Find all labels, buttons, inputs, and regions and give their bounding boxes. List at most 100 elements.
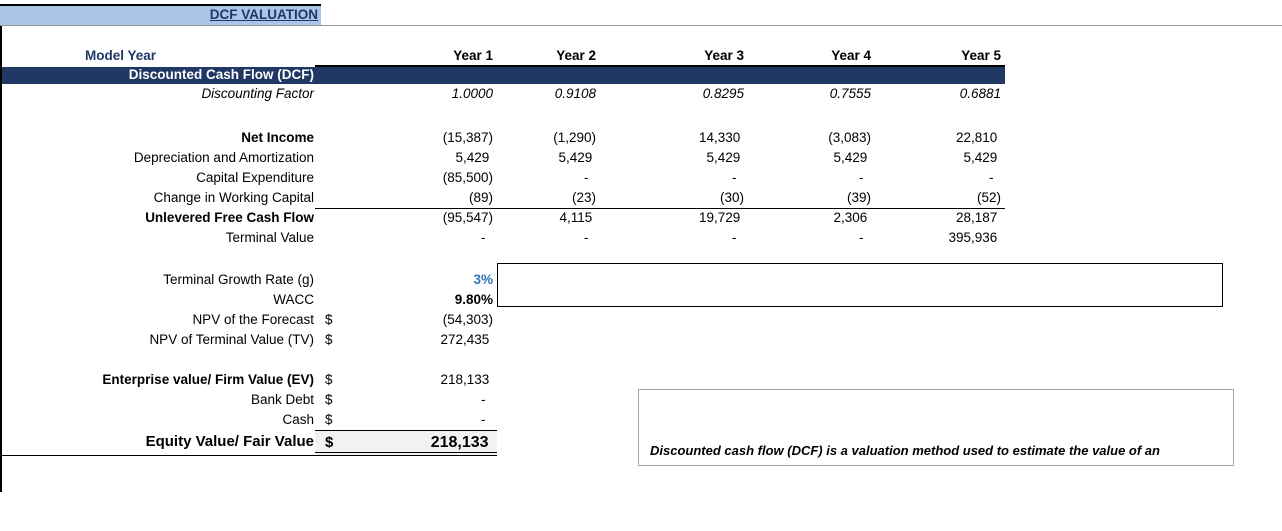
- dollar-column-header[interactable]: [315, 48, 349, 67]
- dollar-sign-cell[interactable]: [315, 84, 349, 104]
- value-cell-y2[interactable]: (23): [571, 190, 596, 205]
- row-label-cell[interactable]: Bank Debt: [250, 392, 314, 407]
- value-cell-y1[interactable]: (54,303): [442, 312, 493, 327]
- value-cell-y4[interactable]: -: [859, 170, 871, 185]
- row-label-cell[interactable]: Equity Value/ Fair Value: [2, 430, 315, 456]
- value-cell-y5[interactable]: (52): [976, 190, 1001, 205]
- row-label-cell[interactable]: Terminal Growth Rate (g): [163, 272, 314, 287]
- dollar-sign-cell[interactable]: $: [325, 372, 333, 387]
- value-cell-y4[interactable]: -: [859, 230, 871, 245]
- value-cell-y3[interactable]: 5,429: [706, 150, 744, 165]
- value-cell-y1[interactable]: 9.80%: [454, 292, 493, 307]
- row-label-cell[interactable]: Net Income: [241, 130, 314, 145]
- value-cell-y3[interactable]: -: [732, 230, 744, 245]
- value-cell-y4[interactable]: [748, 370, 875, 390]
- value-cell-y3[interactable]: [600, 310, 748, 330]
- value-cell-y1[interactable]: 1.0000: [451, 86, 493, 101]
- dollar-sign-cell[interactable]: [315, 128, 349, 148]
- row-label-cell[interactable]: Cash: [282, 412, 314, 427]
- value-cell-y4[interactable]: (3,083): [828, 130, 871, 145]
- value-cell-y2[interactable]: [497, 310, 600, 330]
- value-cell-y1[interactable]: 3%: [473, 272, 493, 287]
- dollar-sign-cell[interactable]: [315, 208, 349, 228]
- row-label-cell[interactable]: Discounting Factor: [201, 86, 314, 101]
- value-cell-y5[interactable]: 22,810: [955, 130, 1001, 145]
- section-title: Discounted Cash Flow (DCF): [128, 67, 314, 82]
- row-label-cell[interactable]: WACC: [273, 292, 314, 307]
- dollar-sign-cell[interactable]: [315, 188, 349, 208]
- year-header-1[interactable]: Year 1: [349, 48, 497, 67]
- dollar-sign-cell[interactable]: [315, 270, 349, 290]
- value-cell-y2[interactable]: [497, 410, 600, 430]
- value-cell-y2[interactable]: -: [584, 230, 596, 245]
- dollar-sign-cell[interactable]: $: [325, 332, 333, 347]
- row-label-cell[interactable]: Terminal Value: [225, 230, 314, 245]
- value-cell-y3[interactable]: 19,729: [600, 208, 748, 228]
- value-cell-y4[interactable]: [748, 330, 875, 350]
- section-header-row[interactable]: Discounted Cash Flow (DCF): [2, 67, 1005, 84]
- row-label-cell[interactable]: NPV of Terminal Value (TV): [149, 332, 314, 347]
- value-cell-y5[interactable]: [875, 330, 1005, 350]
- value-cell-y5[interactable]: -: [989, 170, 1001, 185]
- value-cell-y1[interactable]: (85,500): [442, 170, 493, 185]
- dollar-sign-cell[interactable]: [315, 168, 349, 188]
- value-cell-y4[interactable]: 5,429: [833, 150, 871, 165]
- value-cell-y1[interactable]: (95,547): [349, 208, 497, 228]
- value-cell-y1[interactable]: (89): [468, 190, 493, 205]
- year-header-4[interactable]: Year 4: [748, 48, 875, 67]
- value-cell-y5[interactable]: 28,187: [875, 208, 1005, 228]
- value-cell-y3[interactable]: (30): [719, 190, 744, 205]
- value-cell-y2[interactable]: 4,115: [497, 208, 600, 228]
- value-cell-y4[interactable]: [748, 310, 875, 330]
- value-cell-y5[interactable]: 0.6881: [959, 86, 1001, 101]
- table-row: Equity Value/ Fair Value $218,133: [2, 430, 1005, 456]
- row-label-cell[interactable]: Capital Expenditure: [196, 170, 314, 185]
- value-cell-y2[interactable]: (1,290): [553, 130, 596, 145]
- sheet-title-bar[interactable]: DCF VALUATION: [0, 4, 321, 25]
- value-cell-y2[interactable]: [497, 390, 600, 410]
- dollar-sign-cell[interactable]: $: [325, 412, 333, 427]
- dollar-sign-cell[interactable]: [315, 148, 349, 168]
- value-cell-y2[interactable]: [497, 330, 600, 350]
- terminal-note-line-1: Terminal growth rate is a constant rate …: [504, 304, 1216, 306]
- value-cell-y3[interactable]: [600, 370, 748, 390]
- year-header-3[interactable]: Year 3: [600, 48, 748, 67]
- year-header-2[interactable]: Year 2: [497, 48, 600, 67]
- value-cell-y3[interactable]: -: [732, 170, 744, 185]
- value-cell-y3[interactable]: [600, 330, 748, 350]
- value-cell-y4[interactable]: (39): [846, 190, 871, 205]
- value-cell-y1[interactable]: -: [481, 392, 493, 407]
- value-cell-y4[interactable]: 2,306: [748, 208, 875, 228]
- value-cell-y5[interactable]: [875, 370, 1005, 390]
- value-cell-y1[interactable]: 272,435: [440, 332, 493, 347]
- value-cell-y2[interactable]: 0.9108: [554, 86, 596, 101]
- value-cell-y5[interactable]: 395,936: [948, 230, 1001, 245]
- value-cell-y1[interactable]: -: [481, 412, 493, 427]
- value-cell-y3[interactable]: 14,330: [698, 130, 744, 145]
- value-cell-y5[interactable]: [875, 310, 1005, 330]
- dollar-sign-cell[interactable]: $: [325, 392, 333, 407]
- dollar-sign-cell[interactable]: $: [325, 312, 333, 327]
- value-cell-y2[interactable]: [497, 430, 600, 456]
- value-cell-y2[interactable]: [497, 370, 600, 390]
- value-cell-y1[interactable]: 5,429: [455, 150, 493, 165]
- year-header-5[interactable]: Year 5: [875, 48, 1005, 67]
- value-cell-y2[interactable]: -: [584, 170, 596, 185]
- value-cell-y3[interactable]: 0.8295: [702, 86, 744, 101]
- value-cell-y1[interactable]: 218,133: [349, 430, 497, 456]
- value-cell-y5[interactable]: 5,429: [963, 150, 1001, 165]
- value-cell-y1[interactable]: -: [481, 230, 493, 245]
- row-label-cell[interactable]: NPV of the Forecast: [192, 312, 314, 327]
- row-label-cell[interactable]: Change in Working Capital: [153, 190, 314, 205]
- value-cell-y1[interactable]: (15,387): [442, 130, 493, 145]
- value-cell-y1[interactable]: 218,133: [440, 372, 493, 387]
- row-label-cell[interactable]: Enterprise value/ Firm Value (EV): [102, 372, 314, 387]
- model-year-header[interactable]: Model Year: [85, 48, 157, 63]
- row-label-cell[interactable]: Unlevered Free Cash Flow: [145, 210, 314, 225]
- value-cell-y4[interactable]: 0.7555: [829, 86, 871, 101]
- dollar-sign-cell[interactable]: [315, 228, 349, 248]
- dollar-sign-cell[interactable]: $: [315, 430, 349, 456]
- dollar-sign-cell[interactable]: [315, 290, 349, 310]
- value-cell-y2[interactable]: 5,429: [558, 150, 596, 165]
- row-label-cell[interactable]: Depreciation and Amortization: [133, 150, 314, 165]
